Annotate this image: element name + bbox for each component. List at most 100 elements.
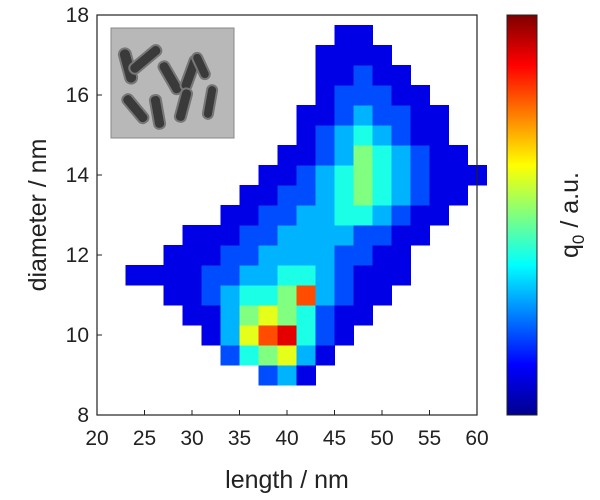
heatmap-cell bbox=[258, 305, 278, 326]
x-tick-label: 55 bbox=[418, 427, 441, 450]
heatmap-cell bbox=[353, 305, 373, 326]
heatmap-cell bbox=[296, 145, 316, 166]
y-tick-label: 16 bbox=[66, 84, 89, 107]
heatmap-cell bbox=[372, 245, 392, 266]
heatmap-cell bbox=[334, 85, 354, 106]
heatmap-cell bbox=[353, 225, 373, 246]
heatmap-cell bbox=[182, 245, 202, 266]
heatmap-cell bbox=[372, 145, 392, 166]
heatmap-cell bbox=[448, 165, 468, 186]
heatmap-cell bbox=[277, 285, 297, 306]
heatmap-cell bbox=[239, 225, 259, 246]
heatmap-cell bbox=[277, 305, 297, 326]
heatmap-cell bbox=[277, 165, 297, 186]
heatmap-cell bbox=[353, 245, 373, 266]
heatmap-cell bbox=[429, 105, 449, 126]
heatmap-cell bbox=[410, 165, 430, 186]
y-tick-label: 14 bbox=[66, 164, 90, 187]
heatmap-cell bbox=[334, 185, 354, 206]
heatmap-cell bbox=[353, 45, 373, 66]
heatmap-cell bbox=[201, 265, 221, 286]
heatmap-cell bbox=[391, 165, 411, 186]
heatmap-cell bbox=[391, 185, 411, 206]
heatmap-cell bbox=[258, 225, 278, 246]
x-tick-label: 35 bbox=[228, 427, 251, 450]
heatmap-cell bbox=[429, 185, 449, 206]
heatmap-cell bbox=[296, 225, 316, 246]
heatmap-cell bbox=[372, 225, 392, 246]
heatmap-cell bbox=[353, 285, 373, 306]
heatmap-cell bbox=[315, 165, 335, 186]
y-tick-label: 12 bbox=[66, 244, 89, 267]
heatmap-cell bbox=[353, 165, 373, 186]
heatmap-cell bbox=[315, 125, 335, 146]
heatmap-cell bbox=[296, 125, 316, 146]
heatmap-cell bbox=[372, 265, 392, 286]
heatmap-cell bbox=[277, 225, 297, 246]
heatmap-cell bbox=[372, 285, 392, 306]
heatmap-cell bbox=[410, 125, 430, 146]
y-axis-label: diameter / nm bbox=[24, 139, 52, 292]
heatmap-cell bbox=[334, 105, 354, 126]
heatmap-cell bbox=[258, 245, 278, 266]
heatmap-cell bbox=[391, 225, 411, 246]
heatmap-cell bbox=[315, 45, 335, 66]
x-tick-label: 40 bbox=[275, 427, 298, 450]
heatmap-cell bbox=[372, 205, 392, 226]
heatmap-cell bbox=[296, 165, 316, 186]
heatmap-cell bbox=[410, 105, 430, 126]
heatmap-cell bbox=[334, 45, 354, 66]
heatmap-cell bbox=[315, 225, 335, 246]
heatmap-cell bbox=[182, 285, 202, 306]
heatmap-cell bbox=[391, 265, 411, 286]
heatmap-cell bbox=[391, 145, 411, 166]
colorbar-label-subscript: 0 bbox=[569, 235, 588, 244]
heatmap-cell bbox=[296, 325, 316, 346]
heatmap-cell bbox=[258, 165, 278, 186]
heatmap-cell bbox=[353, 145, 373, 166]
heatmap-cell bbox=[353, 205, 373, 226]
heatmap-cell bbox=[315, 145, 335, 166]
heatmap-cell bbox=[315, 305, 335, 326]
heatmap-cell bbox=[258, 345, 278, 366]
heatmap-cell bbox=[334, 205, 354, 226]
heatmap-cell bbox=[410, 85, 430, 106]
heatmap-cell bbox=[220, 205, 240, 226]
heatmap-cell bbox=[429, 145, 449, 166]
heatmap-cell bbox=[239, 245, 259, 266]
x-tick-label: 30 bbox=[180, 427, 203, 450]
heatmap-cell bbox=[296, 345, 316, 366]
heatmap-cell bbox=[239, 345, 259, 366]
heatmap-cell bbox=[372, 105, 392, 126]
heatmap-cell bbox=[239, 265, 259, 286]
x-tick-label: 45 bbox=[323, 427, 346, 450]
heatmap-cell bbox=[353, 65, 373, 86]
heatmap-cell bbox=[163, 285, 183, 306]
heatmap-cell bbox=[334, 285, 354, 306]
heatmap-cell bbox=[334, 125, 354, 146]
heatmap-cell bbox=[372, 125, 392, 146]
heatmap-cell bbox=[372, 165, 392, 186]
heatmap-cell bbox=[201, 305, 221, 326]
heatmap-cell bbox=[448, 145, 468, 166]
heatmap-cell bbox=[220, 285, 240, 306]
heatmap-cell bbox=[391, 65, 411, 86]
heatmap-cell bbox=[239, 185, 259, 206]
heatmap-cell bbox=[315, 205, 335, 226]
heatmap-cell bbox=[277, 185, 297, 206]
heatmap-cell bbox=[239, 325, 259, 346]
heatmap-cell bbox=[220, 245, 240, 266]
x-tick-label: 60 bbox=[465, 427, 488, 450]
heatmap-cell bbox=[334, 325, 354, 346]
heatmap-cell bbox=[372, 45, 392, 66]
heatmap-cell bbox=[353, 265, 373, 286]
heatmap-cell bbox=[315, 325, 335, 346]
heatmap-cell bbox=[353, 185, 373, 206]
heatmap-cell bbox=[429, 165, 449, 186]
heatmap-cell bbox=[182, 305, 202, 326]
heatmap-cell bbox=[315, 65, 335, 86]
heatmap-cell bbox=[391, 245, 411, 266]
heatmap-cell bbox=[391, 125, 411, 146]
heatmap-cell bbox=[144, 265, 164, 286]
